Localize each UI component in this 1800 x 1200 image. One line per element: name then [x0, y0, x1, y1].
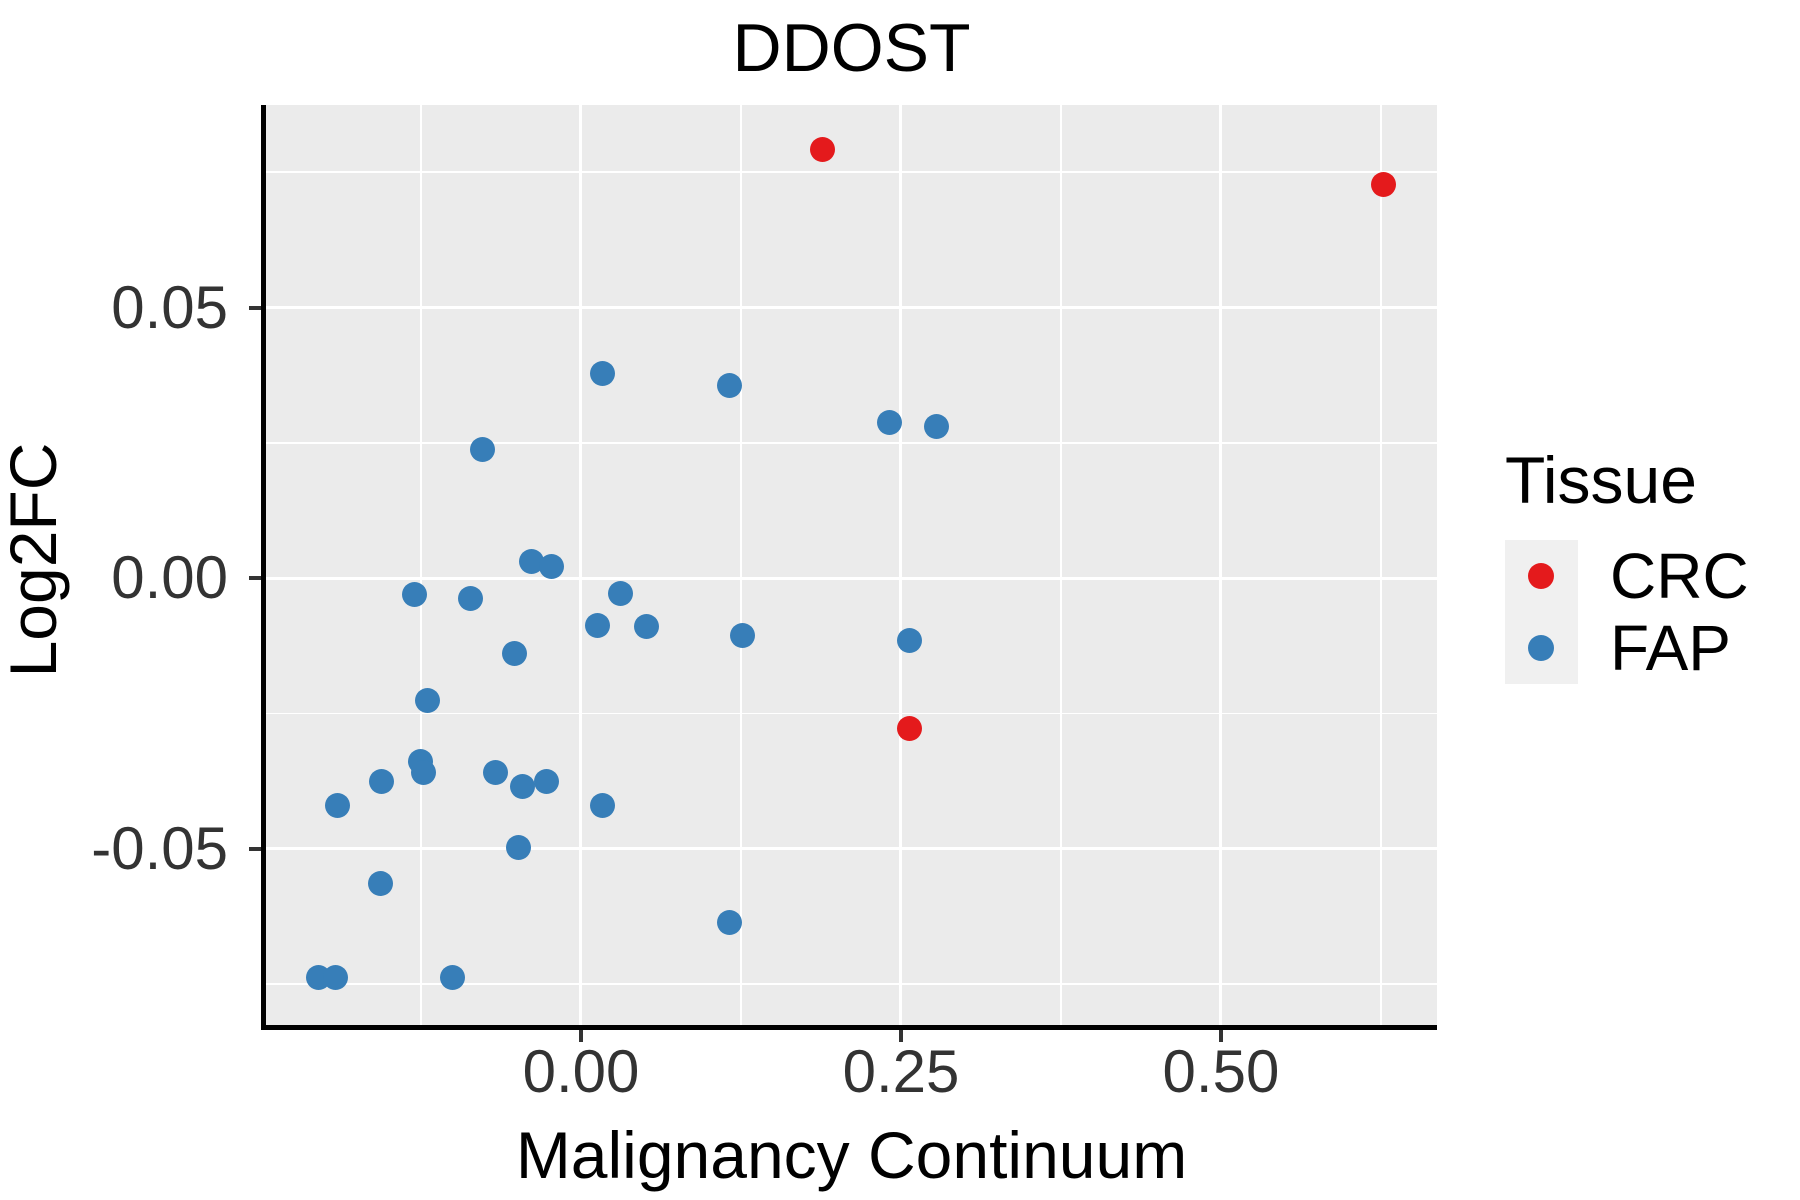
legend-item-crc: CRC: [1505, 540, 1800, 612]
major-gridline-horizontal: [266, 306, 1437, 309]
x-axis-title: Malignancy Continuum: [515, 1118, 1188, 1192]
data-point-fap: [322, 965, 348, 991]
minor-gridline-horizontal: [266, 983, 1437, 985]
data-point-fap: [469, 437, 495, 463]
data-point-fap: [325, 793, 351, 819]
data-point-fap: [716, 910, 742, 936]
data-point-fap: [924, 414, 950, 440]
legend-keys: CRC FAP: [1505, 540, 1800, 684]
data-point-fap: [411, 759, 437, 785]
data-point-fap: [585, 612, 611, 638]
data-point-fap: [482, 759, 508, 785]
major-gridline-vertical: [1219, 105, 1223, 1025]
legend-dot-fap: [1528, 635, 1554, 661]
data-point-fap: [414, 687, 440, 713]
data-point-fap: [539, 554, 565, 580]
y-tick-label: 0.05: [111, 273, 228, 341]
major-gridline-horizontal: [266, 576, 1437, 580]
x-tick: [898, 1030, 903, 1042]
data-point-fap: [367, 871, 393, 897]
x-tick-label: 0.00: [522, 1038, 640, 1105]
data-point-crc: [1370, 172, 1396, 198]
data-point-fap: [509, 773, 535, 799]
data-point-fap: [633, 613, 659, 639]
y-tick: [249, 305, 261, 310]
x-tick-label: 0.25: [842, 1038, 960, 1105]
major-gridline-horizontal: [266, 847, 1437, 851]
y-tick: [249, 846, 261, 851]
y-tick-label: -0.05: [91, 814, 228, 882]
y-axis-title: Log2FC: [0, 442, 70, 678]
chart-title: DDOST: [732, 10, 971, 86]
major-gridline-vertical: [899, 105, 903, 1025]
plot-panel: [266, 105, 1437, 1025]
minor-gridline-vertical: [1380, 105, 1382, 1025]
y-axis-line: [261, 105, 266, 1030]
minor-gridline-horizontal: [266, 712, 1437, 715]
legend-label: CRC: [1610, 540, 1749, 612]
minor-gridline-vertical: [740, 105, 742, 1025]
data-point-fap: [440, 965, 466, 991]
legend: Tissue CRC FAP: [1505, 443, 1749, 684]
data-point-fap: [590, 361, 616, 386]
x-tick-label: 0.50: [1162, 1038, 1280, 1105]
data-point-crc: [810, 137, 836, 163]
data-point-crc: [897, 716, 923, 742]
data-point-fap: [608, 580, 634, 606]
x-tick: [1218, 1030, 1223, 1042]
data-point-fap: [368, 768, 394, 794]
data-point-fap: [590, 793, 616, 819]
data-point-fap: [458, 585, 484, 611]
data-point-fap: [402, 581, 428, 607]
minor-gridline-horizontal: [266, 442, 1437, 444]
y-tick-label: 0.00: [111, 544, 228, 611]
data-point-fap: [729, 622, 755, 648]
minor-gridline-vertical: [1060, 105, 1062, 1025]
minor-gridline-vertical: [420, 105, 422, 1025]
data-point-fap: [876, 410, 902, 436]
legend-title: Tissue: [1505, 443, 1697, 517]
data-point-fap: [716, 372, 742, 398]
major-gridline-vertical: [579, 105, 583, 1025]
data-point-fap: [501, 640, 527, 666]
x-axis-line: [261, 1025, 1437, 1030]
legend-dot-crc: [1528, 563, 1554, 589]
legend-label: FAP: [1610, 612, 1731, 684]
data-point-fap: [533, 768, 559, 794]
y-tick: [249, 576, 261, 580]
data-point-fap: [897, 627, 923, 653]
x-tick: [578, 1030, 583, 1042]
legend-item-fap: FAP: [1505, 612, 1800, 684]
minor-gridline-horizontal: [266, 171, 1437, 173]
data-point-fap: [505, 835, 531, 861]
